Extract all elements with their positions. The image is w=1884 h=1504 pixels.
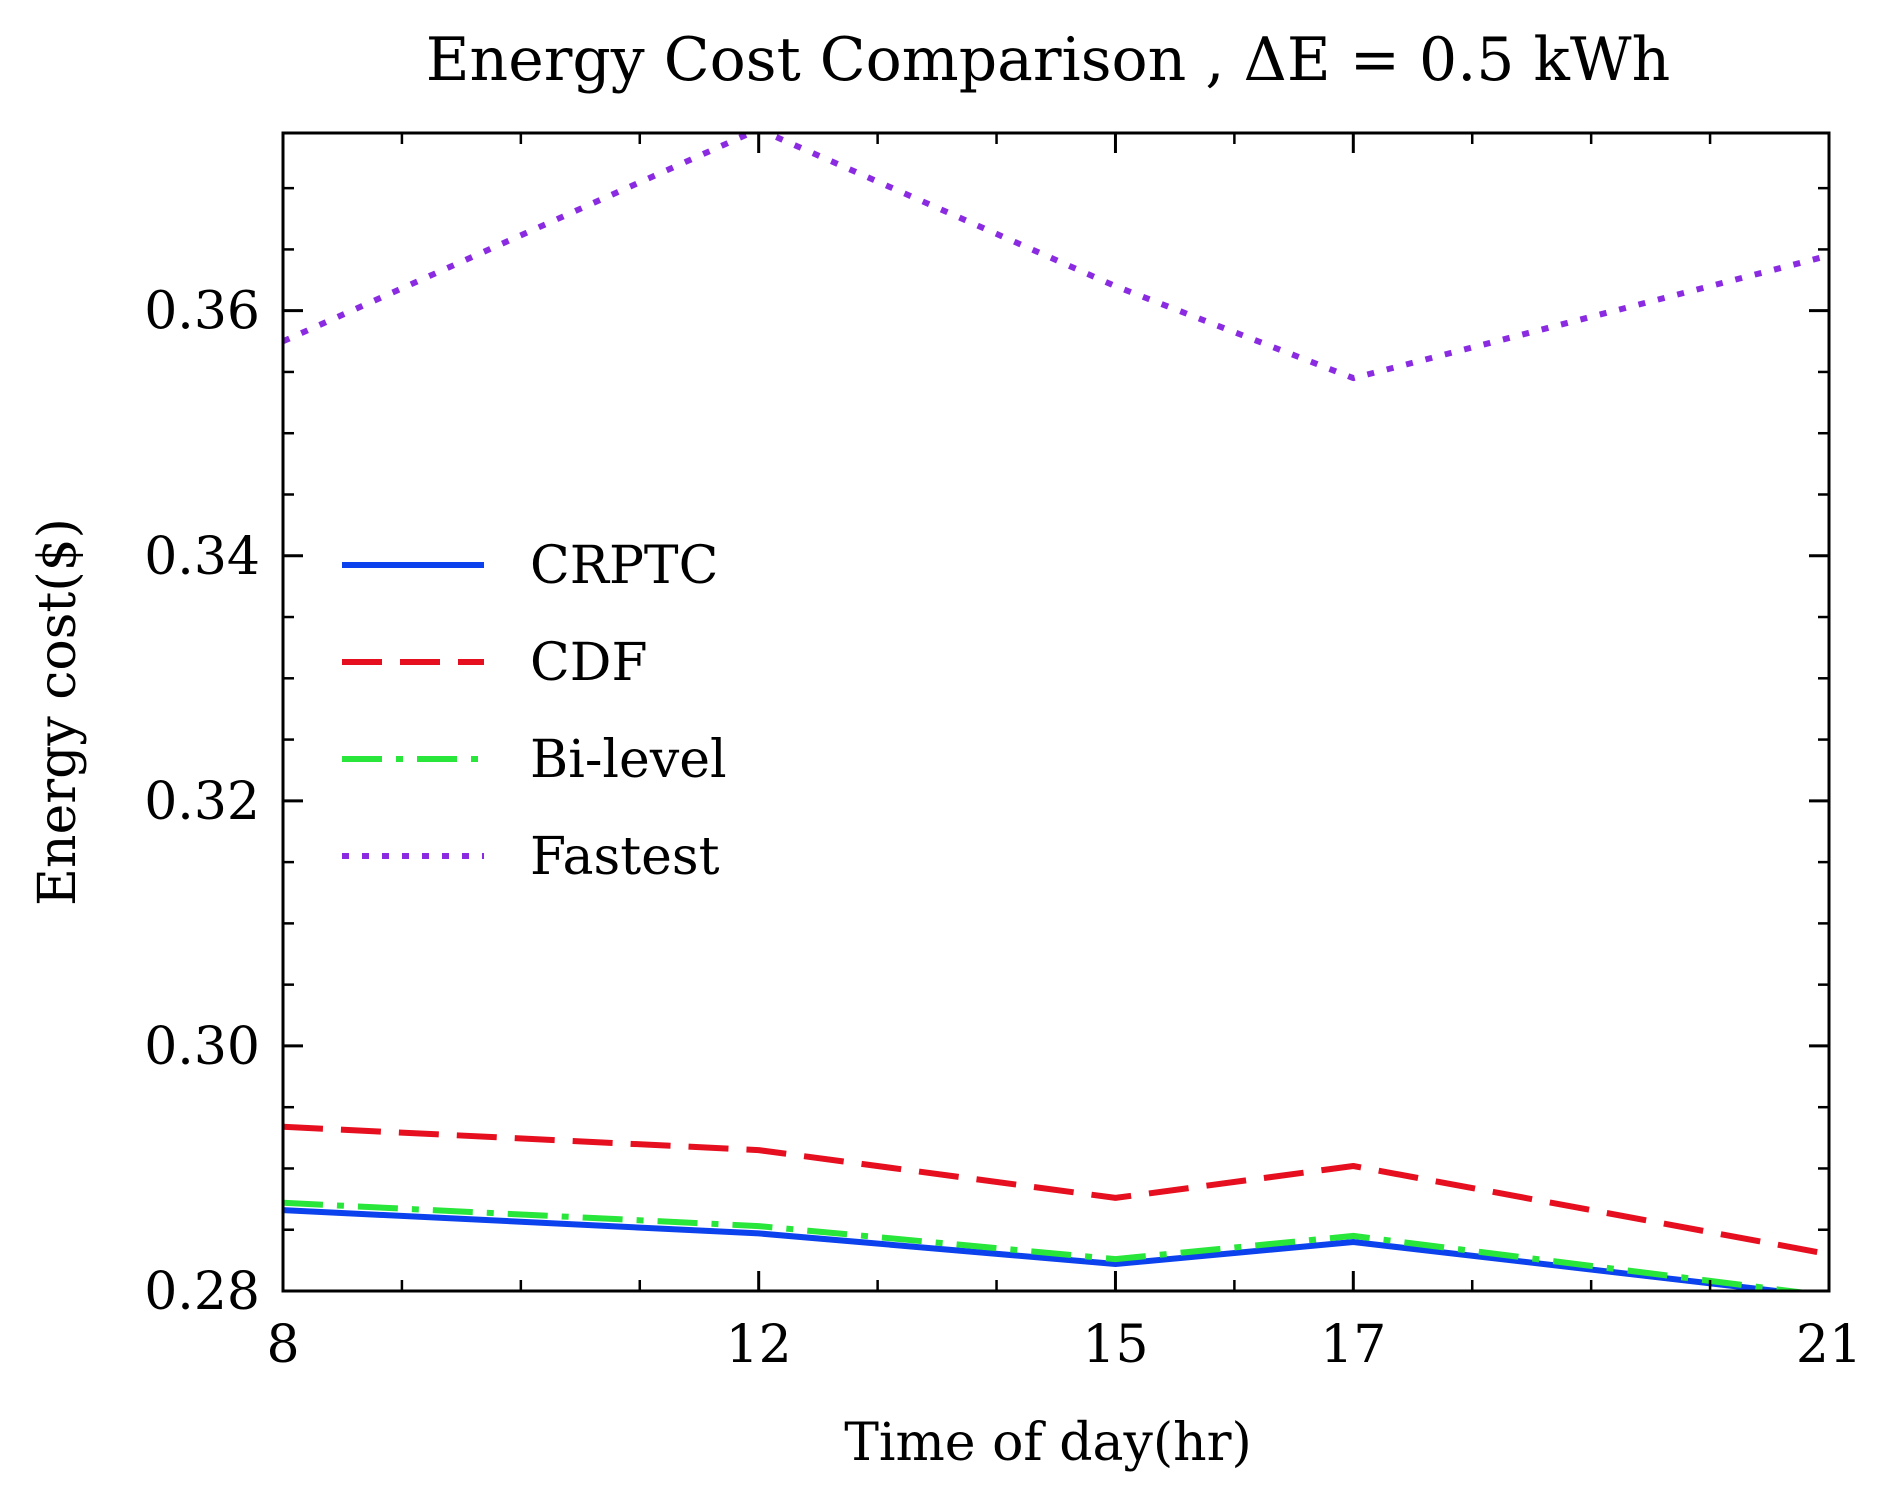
- y-tick-label: 0.36: [144, 282, 260, 342]
- series-line-crptc: [283, 1207, 1803, 1291]
- legend-label-cdf: CDF: [530, 633, 648, 693]
- legend-label-bi-level: Bi-level: [530, 730, 727, 790]
- ticks-layer: [281, 133, 1831, 1293]
- chart-title: Energy Cost Comparison , ΔE = 0.5 kWh: [426, 25, 1670, 95]
- y-tick-label: 0.28: [144, 1262, 260, 1322]
- x-tick-labels: 8 12 15 17 21: [266, 1315, 1862, 1375]
- y-axis-title: Energy cost($): [28, 518, 88, 906]
- x-tick-label: 8: [266, 1315, 299, 1375]
- legend: CRPTC CDF Bi-level Fastest: [342, 536, 727, 887]
- series-line-fastest: [283, 133, 1829, 382]
- x-tick-label: 12: [726, 1315, 792, 1375]
- x-axis-title: Time of day(hr): [844, 1413, 1252, 1473]
- series-line-cdf: [283, 1123, 1829, 1258]
- legend-label-crptc: CRPTC: [530, 536, 718, 596]
- y-tick-labels: 0.28 0.30 0.32 0.34 0.36: [144, 282, 260, 1322]
- y-tick-label: 0.30: [144, 1017, 260, 1077]
- x-tick-label: 21: [1796, 1315, 1862, 1375]
- x-tick-label: 15: [1082, 1315, 1148, 1375]
- series-layer: [283, 133, 1829, 1291]
- y-tick-label: 0.34: [144, 527, 260, 587]
- y-tick-label: 0.32: [144, 772, 260, 832]
- series-line-bi-level: [283, 1199, 1815, 1291]
- legend-label-fastest: Fastest: [530, 827, 720, 887]
- plot-frame: [281, 131, 1831, 1293]
- x-tick-label: 17: [1320, 1315, 1386, 1375]
